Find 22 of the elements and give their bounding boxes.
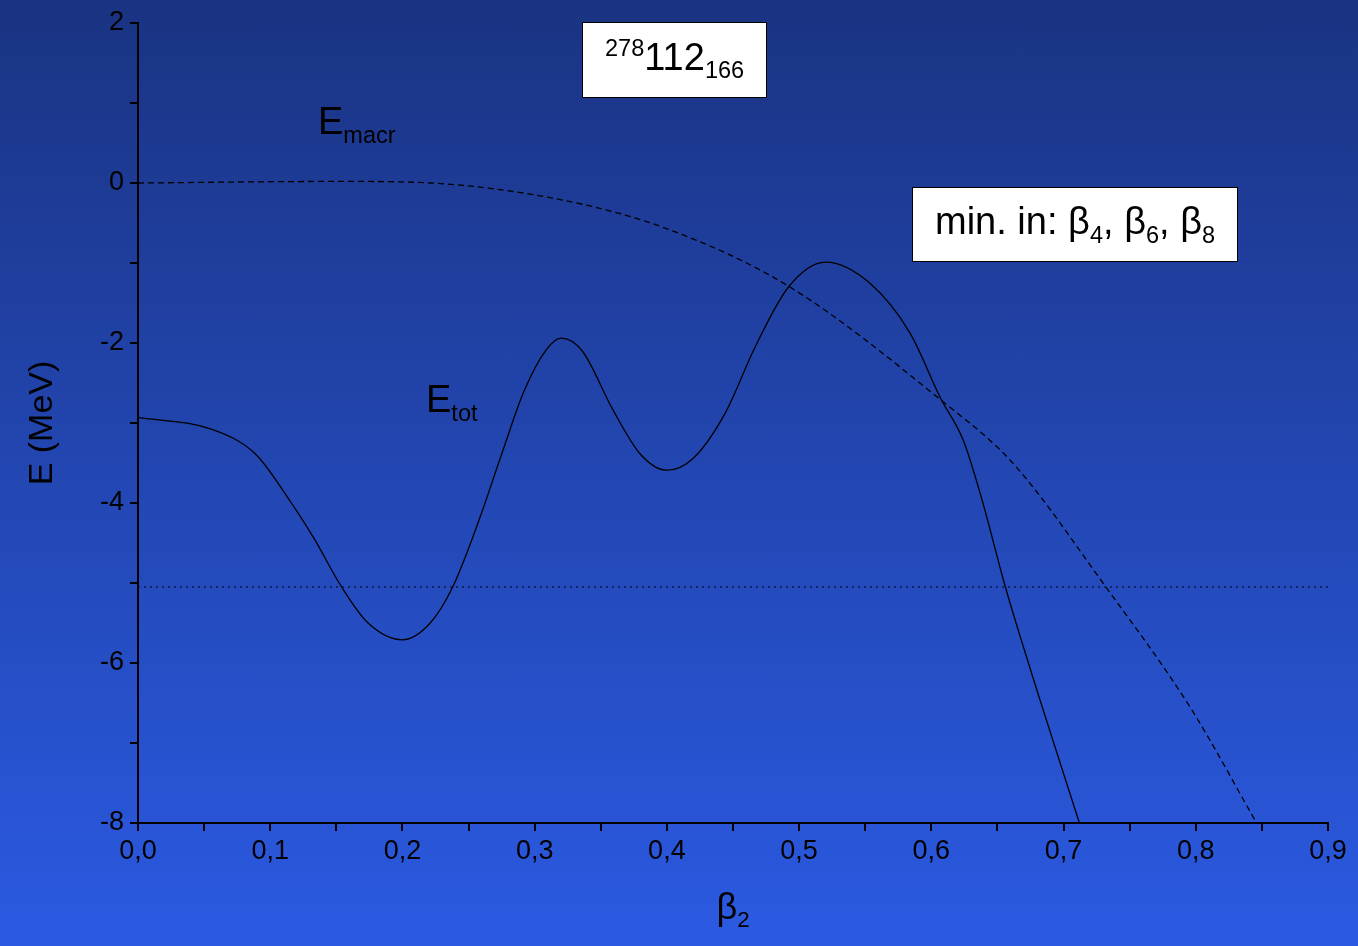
- x-tick-label: 0,8: [1177, 834, 1215, 865]
- series-label: E$_{tot}$: [426, 378, 478, 426]
- x-tick-label: 0,5: [780, 834, 818, 865]
- y-axis-title: E (MeV): [20, 360, 59, 486]
- y-tick-label: 2: [108, 6, 124, 37]
- y-tick-label: 0: [108, 166, 124, 197]
- x-tick-label: 0,6: [912, 834, 951, 865]
- annotation: $^{278}$112$_{166}$: [582, 22, 768, 98]
- y-tick-label: -2: [99, 326, 124, 357]
- series-label: E$_{macr}$: [318, 100, 396, 148]
- y-tick-label: -4: [99, 486, 124, 517]
- y-tick-label: -6: [99, 646, 124, 677]
- x-axis-title: β$_{2}$: [716, 886, 750, 933]
- x-tick-label: 0,9: [1309, 834, 1347, 865]
- x-tick-label: 0,1: [251, 834, 289, 865]
- x-tick-label: 0,7: [1044, 834, 1083, 865]
- annotation: min. in: β$_{4}$, β$_{6}$, β$_{8}$: [912, 187, 1239, 263]
- x-tick-label: 0,2: [383, 834, 422, 865]
- x-tick-label: 0,4: [648, 834, 686, 865]
- y-tick-label: -8: [99, 806, 124, 837]
- x-tick-label: 0,3: [515, 834, 554, 865]
- x-tick-label: 0,0: [119, 834, 157, 865]
